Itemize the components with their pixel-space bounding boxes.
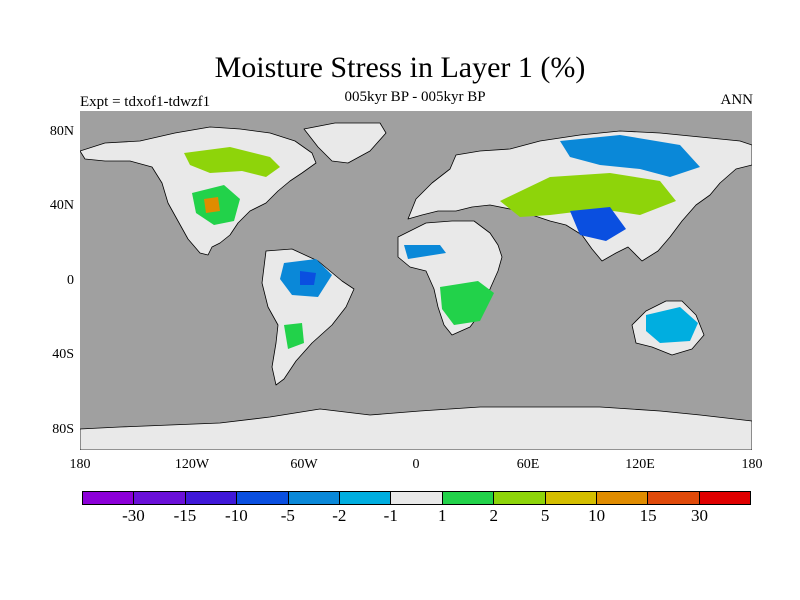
legend-label: -1: [383, 506, 398, 525]
legend-label: -30: [122, 506, 145, 525]
legend-label: 2: [489, 506, 498, 525]
legend-label: -5: [280, 506, 295, 525]
lon-label-120e: 120E: [625, 457, 655, 472]
legend-box-6: [391, 492, 443, 504]
legend-box-7: [442, 492, 495, 504]
legend-label: 10: [588, 506, 606, 525]
lon-label-120w: 120W: [174, 457, 210, 472]
anomaly-region-siberia: [560, 135, 700, 177]
antarctica: [80, 406, 752, 450]
legend-box-1: [134, 492, 186, 504]
anomaly-region-amazon-core: [300, 271, 316, 285]
moisture-stress-anomalies: [184, 135, 700, 349]
legend-box-0: [83, 492, 135, 504]
season-label: ANN: [720, 92, 754, 108]
legend-label: -10: [225, 506, 248, 525]
lon-label-60e: 60E: [516, 457, 540, 472]
lon-label-180w: 180: [69, 457, 91, 472]
legend-box-4: [288, 492, 340, 504]
anomaly-region-boreal-na: [184, 147, 280, 177]
legend-box-10: [596, 492, 649, 504]
legend-box-8: [494, 492, 546, 504]
lat-label-0: 0: [67, 273, 74, 288]
legend-label: 30: [691, 506, 709, 525]
legend-label: 5: [540, 506, 550, 525]
world-map: [80, 111, 752, 450]
lat-label-40s: 40S: [52, 347, 74, 362]
lon-label-60w: 60W: [290, 457, 318, 472]
legend-label: 15: [639, 506, 657, 525]
anomaly-region-sahel: [404, 245, 446, 259]
legend-label: -15: [173, 506, 197, 525]
legend-box-11: [648, 492, 700, 504]
legend-box-3: [237, 492, 289, 504]
greenland: [303, 122, 387, 164]
anomaly-region-southwest-us: [204, 197, 220, 213]
anomaly-region-east-africa: [440, 281, 494, 325]
anomaly-region-australia: [646, 307, 698, 343]
legend-box-5: [339, 492, 392, 504]
experiment-label: Expt = tdxof1-tdwzf1: [80, 94, 211, 110]
legend-box-12: [699, 492, 751, 504]
figure-title: Moisture Stress in Layer 1 (%): [214, 51, 586, 84]
lat-label-80s: 80S: [52, 422, 74, 437]
lon-label-180e: 180: [741, 457, 763, 472]
lat-label-40n: 40N: [49, 198, 74, 213]
legend-box-2: [185, 492, 238, 504]
anomaly-region-central-asia: [500, 173, 676, 217]
legend-label: -2: [332, 506, 347, 525]
legend-label: 1: [437, 506, 447, 525]
anomaly-region-tibet: [570, 207, 626, 241]
lon-label-0: 0: [412, 457, 420, 472]
anomaly-region-southeast-sa: [284, 323, 304, 349]
lat-label-80n: 80N: [49, 124, 74, 139]
figure-subtitle: 005kyr BP - 005kyr BP: [344, 89, 486, 105]
color-legend: [82, 491, 751, 505]
legend-box-9: [545, 492, 597, 504]
